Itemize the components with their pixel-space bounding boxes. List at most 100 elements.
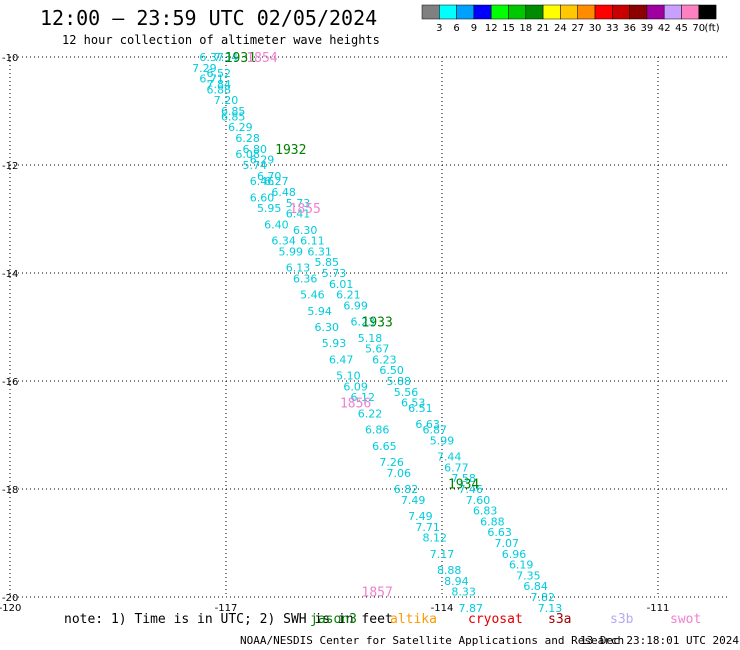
data-point: 7.35 [516, 569, 541, 582]
data-point: 7.44 [437, 451, 462, 464]
legend-swatch [456, 4, 475, 20]
data-point: 8.94 [444, 575, 469, 588]
data-point: 7.87 [459, 602, 484, 615]
satellite-label-cryosat: cryosat [468, 612, 523, 627]
data-point: 5.95 [257, 202, 282, 215]
data-point: 6.23 [351, 316, 376, 329]
legend-swatch [525, 4, 544, 20]
pass-time-label: 1934 [448, 478, 479, 493]
data-point: 7.46 [459, 483, 484, 496]
legend-swatch [646, 4, 665, 20]
data-point: 6.63 [487, 526, 512, 539]
legend-swatch [629, 4, 648, 20]
data-point: 7.49 [408, 510, 433, 523]
data-point: 7.71 [415, 521, 440, 534]
data-point: 6.13 [286, 262, 311, 275]
data-point: 6.52 [207, 67, 232, 80]
data-point: 5.99 [279, 245, 304, 258]
credit-line: NOAA/NESDIS Center for Satellite Applica… [240, 634, 625, 647]
y-tick-label: -10 [2, 53, 18, 64]
pass-time-label: 1857 [362, 586, 393, 601]
legend-tick-label: 21 [537, 23, 550, 34]
pass-time-label: 1931 [225, 51, 256, 66]
data-point: 6.50 [379, 364, 404, 377]
data-point: 6.01 [329, 278, 354, 291]
color-scale-legend: 3 6 9 12 15 18 21 24 27 30 33 36 39 42 45 70 (ft) [421, 4, 720, 34]
data-point: 5.99 [430, 434, 455, 447]
data-point: 6.96 [502, 548, 527, 561]
data-point: 6.29 [250, 154, 275, 167]
x-tick-label: -120 [0, 603, 21, 614]
data-point: 7.29 [192, 62, 217, 75]
data-point: 7.07 [495, 537, 520, 550]
legend-tick-label: 18 [519, 23, 532, 34]
data-point: 6.11 [300, 235, 325, 248]
data-point: 6.19 [509, 559, 534, 572]
legend-swatch [698, 4, 717, 20]
data-point: 7.82 [531, 591, 556, 604]
data-point: 6.21 [336, 289, 361, 302]
pass-time-label: 1932 [275, 143, 306, 158]
data-point: 5.56 [394, 386, 419, 399]
data-point: 8.33 [451, 586, 476, 599]
legend-tick-label: 3 [436, 23, 442, 34]
legend-tick-label: 6 [453, 23, 459, 34]
legend-tick-label: 39 [641, 23, 654, 34]
data-point: 8.88 [437, 564, 462, 577]
data-point: 6.12 [351, 391, 376, 404]
wave-height-labels: 6.377.347.296.526.717.846.887.206.856.85… [192, 51, 562, 615]
data-point: 7.84 [207, 78, 232, 91]
data-point: 5.85 [315, 256, 340, 269]
data-point: 5.46 [300, 289, 325, 302]
satellite-label-swot: swot [670, 612, 702, 627]
pass-time-label: 1854 [246, 51, 277, 66]
legend-tick-label: 15 [502, 23, 515, 34]
legend-unit: (ft) [705, 23, 720, 34]
data-point: 6.46 [250, 175, 275, 188]
data-point: 6.34 [271, 235, 296, 248]
y-tick-label: -18 [2, 485, 18, 496]
data-point: 6.36 [293, 272, 318, 285]
data-point: 6.65 [372, 440, 397, 453]
data-point: 6.30 [293, 224, 318, 237]
data-point: 6.82 [394, 483, 419, 496]
data-point: 5.10 [336, 370, 361, 383]
data-point: 7.13 [538, 602, 563, 615]
data-point: 6.23 [372, 353, 397, 366]
chart-axes: -120-117-114-111-108-10-10-12-14-16-18-2… [0, 53, 669, 614]
satellite-label-s3a: s3a [548, 612, 572, 627]
legend-swatch [421, 4, 440, 20]
data-point: 7.34 [214, 51, 239, 64]
data-point: 5.74 [243, 159, 268, 172]
data-point: 6.63 [415, 418, 440, 431]
satellite-label-s3b: s3b [610, 612, 634, 627]
data-point: 7.17 [430, 548, 455, 561]
data-point: 5.73 [322, 267, 347, 280]
footer-note: note: 1) Time is in UTC; 2) SWH is in fe… [64, 612, 393, 627]
data-point: 5.67 [365, 343, 390, 356]
page-title: 12:00 – 23:59 UTC 02/05/2024 [40, 6, 378, 30]
data-point: 6.29 [228, 121, 253, 134]
data-point: 7.60 [466, 494, 491, 507]
legend-tick-label: 30 [589, 23, 602, 34]
data-point: 6.30 [315, 321, 340, 334]
data-point: 6.87 [423, 424, 448, 437]
legend-swatch [439, 4, 457, 20]
data-point: 7.06 [387, 467, 412, 480]
data-point: 6.88 [207, 83, 232, 96]
legend-tick-label: 24 [554, 23, 567, 34]
data-point: 6.71 [199, 73, 224, 86]
data-point: 6.85 [221, 110, 246, 123]
legend-tick-label: 12 [485, 23, 498, 34]
data-point: 6.84 [523, 580, 548, 593]
y-tick-label: -12 [2, 161, 18, 172]
data-point: 6.53 [401, 397, 426, 410]
data-point: 6.22 [358, 407, 383, 420]
data-point: 6.41 [286, 208, 311, 221]
data-point: 6.86 [365, 424, 390, 437]
legend-tick-label: 45 [675, 23, 688, 34]
data-point: 6.08 [235, 148, 260, 161]
legend-swatch [594, 4, 613, 20]
